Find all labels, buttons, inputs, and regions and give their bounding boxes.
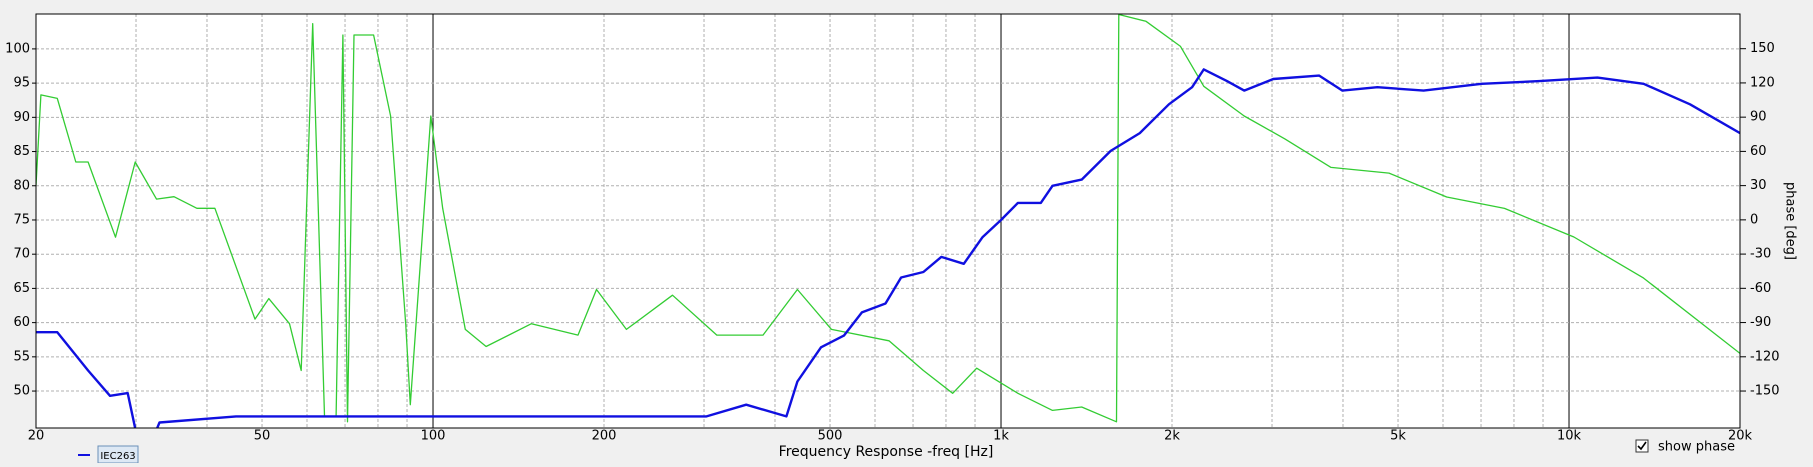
y2-tick-label: 30 bbox=[1750, 178, 1767, 193]
y-tick-label: 70 bbox=[13, 247, 30, 262]
show-phase-label[interactable]: show phase bbox=[1658, 440, 1735, 455]
y2-tick-label: 0 bbox=[1750, 212, 1758, 227]
y-tick-label: 50 bbox=[13, 384, 30, 399]
series-line bbox=[36, 68, 1740, 428]
x-tick-label: 10k bbox=[1557, 429, 1582, 444]
checkmark bbox=[1637, 441, 1647, 451]
y-tick-label: 60 bbox=[13, 315, 30, 330]
y2-axis-title: phase [deg] bbox=[1783, 182, 1798, 260]
y2-tick-label: -120 bbox=[1750, 349, 1780, 364]
y2-tick-label: 120 bbox=[1750, 75, 1775, 90]
plot-lines bbox=[36, 14, 1740, 428]
y-tick-label: 75 bbox=[13, 212, 30, 227]
y2-tick-label: 150 bbox=[1750, 41, 1775, 56]
y2-tick-label: -30 bbox=[1750, 247, 1771, 262]
y-tick-label: 95 bbox=[13, 76, 30, 91]
x-tick-label: 100 bbox=[421, 429, 446, 444]
series-line bbox=[36, 14, 1740, 423]
y2-tick-label: 60 bbox=[1750, 144, 1767, 159]
y-tick-label: 65 bbox=[13, 281, 30, 296]
legend-label: IEC263 bbox=[100, 451, 135, 462]
y2-tick-label: 90 bbox=[1750, 110, 1767, 125]
y2-tick-label: -150 bbox=[1750, 384, 1780, 399]
x-tick-label: 20 bbox=[28, 429, 45, 444]
show-phase-checkbox[interactable] bbox=[1635, 439, 1649, 453]
y-tick-label: 80 bbox=[13, 178, 30, 193]
x-tick-label: 500 bbox=[818, 429, 843, 444]
y-tick-label: 55 bbox=[13, 349, 30, 364]
x-tick-label: 20k bbox=[1728, 429, 1753, 444]
y-tick-label: 100 bbox=[5, 41, 30, 56]
x-tick-label: 50 bbox=[254, 429, 271, 444]
x-tick-label: 200 bbox=[592, 429, 617, 444]
plot-border bbox=[35, 13, 1741, 429]
x-axis-title: Frequency Response -freq [Hz] bbox=[779, 444, 994, 460]
x-tick-label: 5k bbox=[1390, 429, 1406, 444]
plot-area bbox=[36, 14, 1740, 428]
y2-tick-label: -60 bbox=[1750, 281, 1771, 296]
x-tick-label: 2k bbox=[1164, 429, 1180, 444]
x-tick-label: 1k bbox=[993, 429, 1009, 444]
y-tick-label: 90 bbox=[13, 110, 30, 125]
y-tick-label: 85 bbox=[13, 144, 30, 159]
y2-tick-label: -90 bbox=[1750, 315, 1771, 330]
